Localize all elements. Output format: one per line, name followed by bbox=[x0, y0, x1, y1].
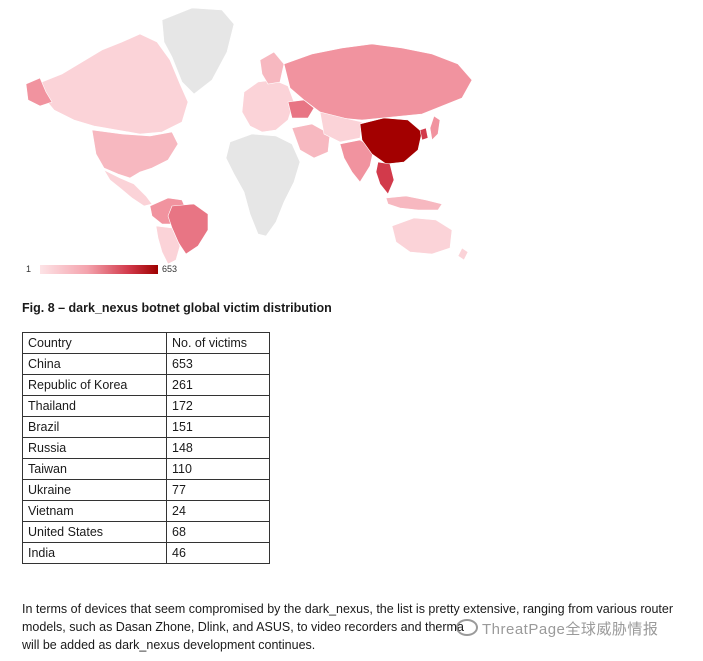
watermark-text: ThreatPage全球威胁情报 bbox=[482, 621, 659, 638]
paragraph-line: models, such as Dasan Zhone, Dlink, and … bbox=[22, 620, 464, 634]
table-row: Russia 148 bbox=[22, 437, 270, 459]
table-cell-country: Brazil bbox=[22, 416, 167, 438]
table-cell-victims: 46 bbox=[166, 542, 270, 564]
table-cell-victims: 148 bbox=[166, 437, 270, 459]
map-legend-max: 653 bbox=[162, 264, 178, 274]
map-region-europe bbox=[241, 79, 295, 133]
table-row: Vietnam 24 bbox=[22, 500, 270, 522]
table-cell-country: Russia bbox=[22, 437, 167, 459]
paragraph-line: In terms of devices that seem compromise… bbox=[22, 602, 673, 616]
map-region-southeast-asia bbox=[375, 161, 395, 195]
table-header-victims: No. of victims bbox=[166, 332, 270, 354]
victims-table: Country No. of victims China 653 Republic… bbox=[22, 332, 270, 564]
table-row: Thailand 172 bbox=[22, 395, 270, 417]
table-row: Ukraine 77 bbox=[22, 479, 270, 501]
table-cell-country: Taiwan bbox=[22, 458, 167, 480]
map-region-ukraine bbox=[287, 99, 315, 119]
map-region-new-zealand bbox=[457, 247, 469, 261]
map-region-australia bbox=[391, 217, 453, 255]
table-cell-victims: 151 bbox=[166, 416, 270, 438]
map-region-south-america-south bbox=[155, 225, 181, 264]
map-legend-min: 1 bbox=[26, 264, 32, 274]
map-region-alaska bbox=[25, 77, 53, 107]
table-row: United States 68 bbox=[22, 521, 270, 543]
map-region-china bbox=[359, 117, 423, 165]
world-map-svg bbox=[25, 7, 473, 264]
map-region-mexico bbox=[103, 169, 153, 207]
map-region-africa bbox=[225, 133, 301, 237]
table-cell-country: India bbox=[22, 542, 167, 564]
figure-caption: Fig. 8 – dark_nexus botnet global victim… bbox=[22, 301, 332, 315]
watermark: ThreatPage全球威胁情报 bbox=[456, 618, 658, 639]
map-region-india bbox=[339, 139, 375, 183]
table-cell-victims: 261 bbox=[166, 374, 270, 396]
table-cell-victims: 172 bbox=[166, 395, 270, 417]
table-row: Republic of Korea 261 bbox=[22, 374, 270, 396]
wechat-icon bbox=[456, 619, 478, 636]
table-header-row: Country No. of victims bbox=[22, 332, 270, 354]
table-cell-victims: 77 bbox=[166, 479, 270, 501]
table-cell-country: Republic of Korea bbox=[22, 374, 167, 396]
paragraph-line: will be added as dark_nexus development … bbox=[22, 638, 316, 652]
table-cell-country: Thailand bbox=[22, 395, 167, 417]
table-cell-country: Vietnam bbox=[22, 500, 167, 522]
map-region-usa bbox=[91, 129, 179, 179]
table-cell-country: United States bbox=[22, 521, 167, 543]
map-region-korea bbox=[419, 127, 429, 141]
table-row: Taiwan 110 bbox=[22, 458, 270, 480]
map-legend-gradient bbox=[40, 265, 158, 274]
table-cell-victims: 24 bbox=[166, 500, 270, 522]
world-choropleth-map bbox=[22, 2, 482, 282]
table-cell-country: China bbox=[22, 353, 167, 375]
body-paragraph: In terms of devices that seem compromise… bbox=[22, 600, 687, 654]
table-row: India 46 bbox=[22, 542, 270, 564]
table-header-country: Country bbox=[22, 332, 167, 354]
map-region-greenland bbox=[161, 7, 235, 95]
table-row: Brazil 151 bbox=[22, 416, 270, 438]
map-region-scandinavia bbox=[259, 51, 285, 85]
map-region-central-asia bbox=[319, 111, 363, 143]
table-cell-victims: 68 bbox=[166, 521, 270, 543]
table-cell-country: Ukraine bbox=[22, 479, 167, 501]
map-region-japan bbox=[429, 115, 441, 141]
map-region-canada bbox=[41, 33, 189, 135]
map-region-indonesia bbox=[385, 195, 443, 211]
table-row: China 653 bbox=[22, 353, 270, 375]
table-cell-victims: 110 bbox=[166, 458, 270, 480]
table-cell-victims: 653 bbox=[166, 353, 270, 375]
map-region-middle-east bbox=[291, 123, 331, 159]
